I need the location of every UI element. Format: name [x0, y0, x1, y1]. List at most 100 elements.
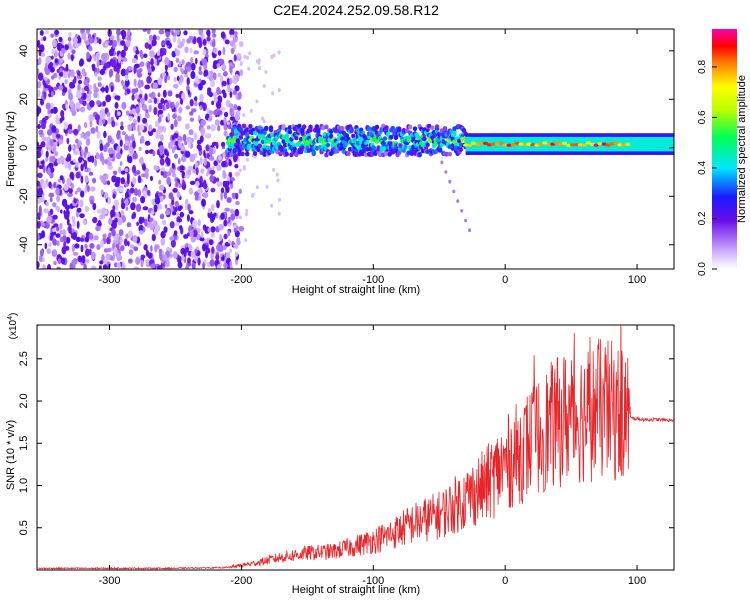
heatmap-cell	[140, 259, 144, 268]
heatmap-cell	[162, 89, 167, 98]
heatmap-cell	[229, 40, 236, 47]
heatmap-cell	[102, 100, 106, 107]
heatmap-cell	[46, 248, 52, 255]
heatmap-cell	[153, 166, 160, 171]
heatmap-cell	[116, 262, 121, 269]
heatmap-cell	[227, 216, 231, 224]
heatmap-cell	[60, 209, 63, 214]
heatmap-cell	[167, 75, 170, 81]
heatmap-cell	[38, 129, 44, 136]
heatmap-cell	[95, 125, 99, 133]
y-tick-label: 0.5	[18, 520, 30, 535]
heatmap-cell	[176, 75, 180, 82]
heatmap-cell	[230, 213, 236, 221]
heatmap-cell	[184, 203, 188, 211]
heatmap-cell	[210, 203, 215, 212]
colorbar-gradient	[712, 29, 737, 269]
heatmap-cell	[197, 188, 204, 194]
heatmap-cell	[127, 29, 131, 37]
heatmap-cell	[534, 143, 540, 147]
heatmap-cell	[277, 211, 281, 216]
heatmap-cell	[229, 77, 233, 85]
heatmap-cell	[190, 235, 196, 243]
heatmap-cell	[186, 169, 192, 176]
heatmap-cell	[216, 164, 222, 172]
heatmap-cell	[71, 259, 77, 266]
heatmap-cell	[49, 197, 53, 203]
heatmap-cell	[247, 66, 251, 71]
heatmap-cell	[190, 251, 196, 258]
heatmap-cell	[222, 46, 226, 56]
heatmap-cell	[220, 106, 226, 111]
heatmap-cell	[212, 33, 217, 38]
heatmap-cell	[97, 219, 102, 226]
heatmap-cell	[482, 141, 488, 145]
heatmap-cell	[165, 31, 170, 38]
heatmap-cell	[184, 46, 189, 53]
heatmap-cell	[217, 72, 221, 77]
heatmap-cell	[121, 197, 124, 205]
snr-series	[37, 325, 674, 570]
heatmap-cell	[82, 100, 87, 106]
heatmap-cell	[215, 101, 222, 109]
heatmap-cell	[178, 158, 181, 165]
heatmap-cell	[260, 134, 266, 140]
colorbar-tick-label: 0.2	[697, 211, 708, 225]
heatmap-cell	[37, 160, 40, 168]
heatmap-cell	[185, 61, 192, 68]
heatmap-cell	[157, 265, 160, 269]
heatmap-cell	[130, 244, 135, 249]
heatmap-cell	[609, 142, 615, 146]
heatmap-cell	[68, 188, 73, 194]
heatmap-cell	[277, 50, 281, 55]
heatmap-cell	[83, 151, 87, 159]
heatmap-cell	[125, 74, 129, 82]
heatmap-cell	[79, 237, 84, 242]
heatmap-cell	[116, 29, 121, 36]
heatmap-cell	[202, 38, 207, 46]
heatmap-cell	[238, 127, 244, 132]
heatmap-cell	[76, 207, 82, 213]
heatmap-cell	[123, 31, 127, 37]
heatmap-cell	[498, 141, 504, 145]
heatmap-cell	[120, 170, 126, 175]
heatmap-cell	[214, 119, 220, 126]
heatmap-cell	[77, 83, 81, 93]
heatmap-cell	[255, 59, 259, 64]
heatmap-cell	[149, 50, 155, 58]
heatmap-cell	[444, 151, 449, 157]
heatmap-cell	[65, 157, 72, 162]
heatmap-cell	[189, 229, 194, 238]
heatmap-cell	[82, 92, 87, 101]
heatmap-cell	[113, 170, 118, 175]
heatmap-cell	[175, 93, 180, 98]
heatmap-cell	[262, 119, 266, 124]
heatmap-cell	[205, 172, 209, 177]
heatmap-cell	[58, 36, 63, 43]
heatmap-cell	[41, 196, 45, 203]
heatmap-cell	[152, 128, 157, 133]
heatmap-cell	[106, 180, 111, 186]
snr-panel: -300 -200 -100 0 100 0.5 1.0 1.5 2.0 2.5 Height …	[5, 313, 675, 596]
heatmap-cell	[187, 89, 191, 95]
heatmap-cell	[53, 260, 57, 266]
heatmap-cell	[73, 75, 77, 84]
heatmap-cell	[59, 155, 65, 164]
heatmap-cell	[208, 76, 213, 82]
heatmap-cell	[76, 36, 82, 44]
heatmap-cell	[100, 189, 104, 195]
heatmap-cell	[189, 47, 193, 54]
heatmap-cell	[203, 244, 209, 251]
heatmap-cell	[107, 196, 112, 205]
heatmap-cell	[172, 211, 177, 216]
x-tick-label: -200	[230, 274, 252, 286]
heatmap-cell	[134, 63, 140, 69]
x-tick-label: -100	[362, 274, 384, 286]
heatmap-cell	[55, 187, 60, 196]
heatmap-cell	[298, 149, 304, 155]
heatmap-cell	[229, 107, 233, 113]
heatmap-cell	[111, 175, 117, 183]
heatmap-cell	[181, 69, 185, 75]
heatmap-cell	[228, 171, 233, 179]
heatmap-cell	[142, 206, 149, 211]
